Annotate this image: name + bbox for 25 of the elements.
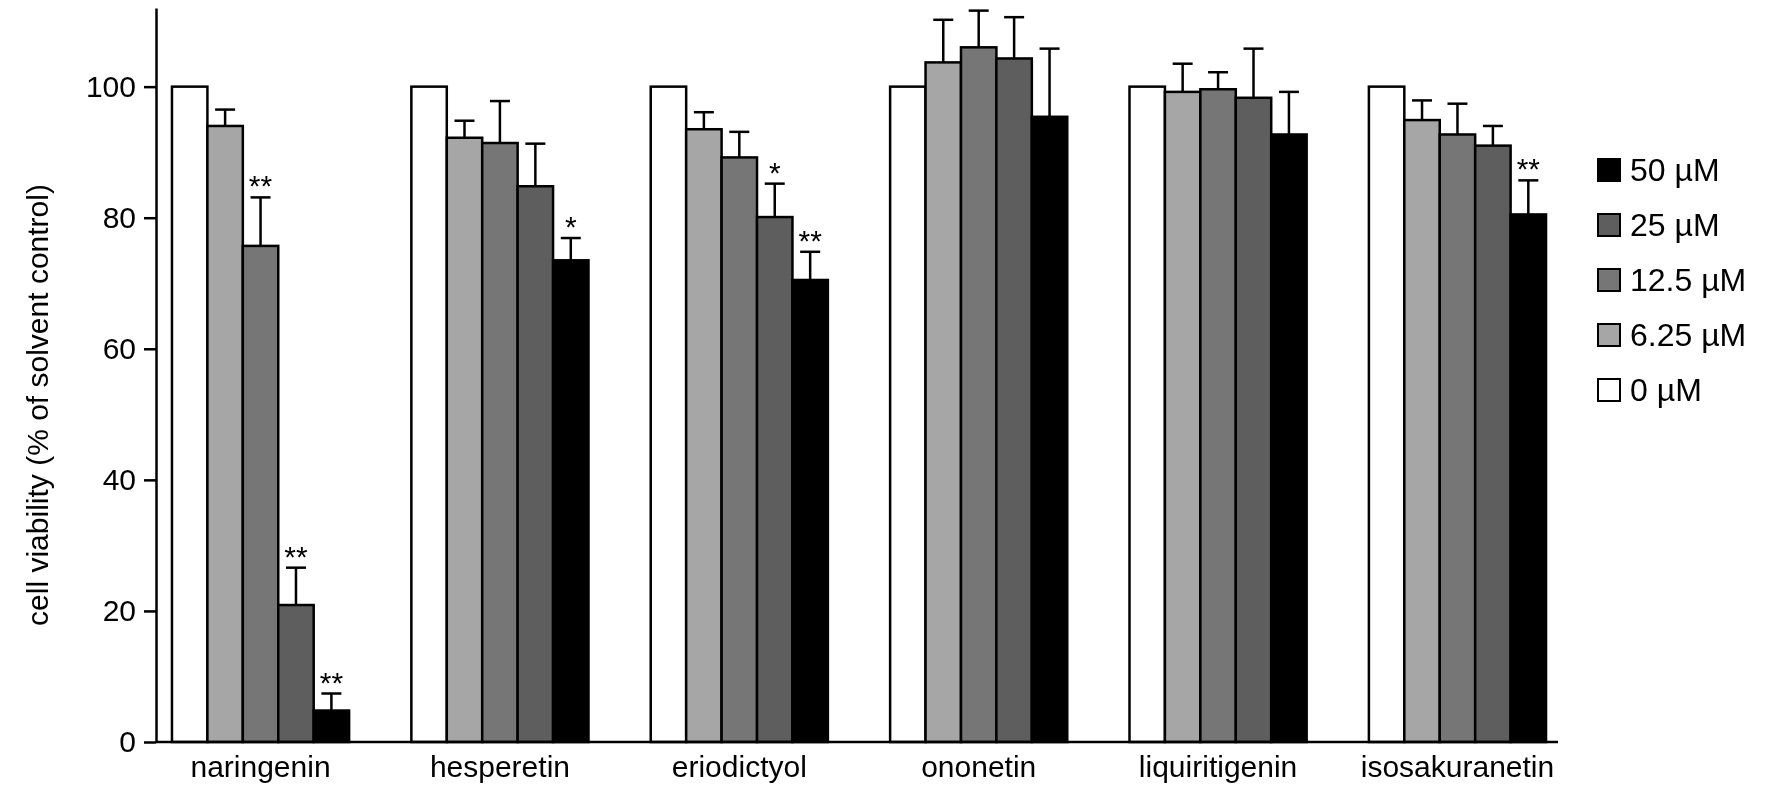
data-label: **	[798, 223, 823, 257]
legend-label: 12.5 µM	[1630, 262, 1747, 298]
x-tick-label: liquiritigenin	[1138, 750, 1298, 784]
data-label: **	[248, 169, 273, 203]
legend-label: 25 µM	[1630, 207, 1720, 243]
y-tick-label: 20	[102, 594, 136, 628]
x-tick-label: hesperetin	[429, 750, 570, 784]
x-tick-label: naringenin	[190, 750, 331, 784]
y-axis-title: cell viability (% of solvent control)	[21, 184, 54, 626]
x-tick-label: eriodictyol	[671, 750, 807, 784]
data-label: **	[1516, 152, 1541, 186]
data-label: **	[284, 539, 308, 573]
legend-label: 50 µM	[1630, 152, 1720, 188]
data-label: *	[768, 155, 781, 189]
data-label: *	[564, 210, 577, 244]
y-tick-label: 40	[102, 462, 136, 496]
y-tick-label: 60	[102, 331, 136, 365]
y-tick-label: 100	[85, 69, 136, 103]
legend-label: 6.25 µM	[1630, 317, 1747, 353]
x-tick-label: ononetin	[921, 750, 1037, 784]
y-tick-label: 0	[119, 725, 136, 759]
data-label: **	[319, 665, 344, 699]
legend-label: 0 µM	[1630, 372, 1702, 408]
y-tick-label: 80	[102, 200, 136, 234]
x-tick-label: isosakuranetin	[1360, 750, 1555, 784]
